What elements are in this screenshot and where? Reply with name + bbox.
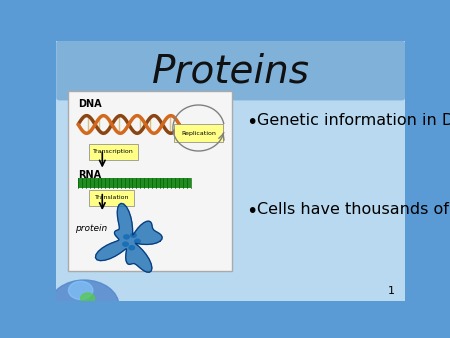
Bar (175, 124, 223, 142)
Bar (90, 144, 138, 160)
Circle shape (123, 242, 128, 246)
Text: 1: 1 (387, 286, 395, 296)
Bar (90, 190, 135, 206)
Text: •: • (246, 202, 258, 221)
Circle shape (50, 280, 119, 332)
Circle shape (81, 293, 94, 304)
FancyBboxPatch shape (68, 91, 232, 271)
Bar (78, 177, 190, 188)
FancyBboxPatch shape (50, 35, 412, 306)
Text: Cells have thousands of different proteins, each with a specific job: Cells have thousands of different protei… (257, 202, 450, 217)
Polygon shape (95, 203, 162, 272)
Text: Replication: Replication (181, 131, 216, 136)
Text: Transcription: Transcription (93, 149, 134, 154)
Text: protein: protein (75, 224, 107, 233)
Text: Translation: Translation (94, 195, 129, 200)
Text: DNA: DNA (78, 99, 102, 109)
Circle shape (68, 281, 93, 299)
Circle shape (135, 239, 140, 243)
Text: RNA: RNA (78, 170, 101, 179)
Text: •: • (246, 114, 258, 132)
Text: Proteins: Proteins (152, 53, 310, 91)
Circle shape (124, 235, 129, 239)
Circle shape (129, 246, 135, 250)
Text: Genetic information in DNA codes specifically for the production of proteins: Genetic information in DNA codes specifi… (257, 114, 450, 128)
Circle shape (130, 233, 136, 237)
FancyBboxPatch shape (56, 41, 405, 100)
